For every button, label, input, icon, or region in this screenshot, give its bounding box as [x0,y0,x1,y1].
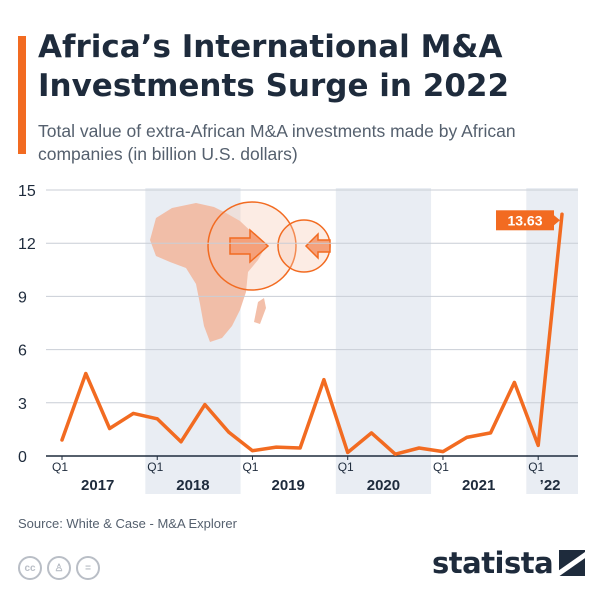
quarter-label: Q1 [52,460,68,474]
data-point [108,427,112,431]
inbound-arrow-icon [304,232,331,260]
data-point [298,446,302,450]
quarter-label: Q1 [528,460,544,474]
license-icons: cc ♙ = [18,556,100,580]
madagascar-icon [254,298,266,324]
data-point [84,372,88,376]
y-tick-label: 12 [18,236,36,253]
data-point [441,450,445,454]
nd-icon: = [76,556,100,580]
statista-logo: statista [432,546,586,580]
value-callout-pointer [554,215,560,226]
year-label: 2020 [367,477,400,494]
quarter-label: Q1 [433,460,449,474]
year-label: 2021 [462,477,495,494]
y-tick-label: 15 [18,183,36,200]
by-icon: ♙ [47,556,71,580]
chart-title: Africa’s International M&A Investments S… [38,29,510,104]
year-label: 2019 [272,477,305,494]
data-point [536,443,540,447]
y-tick-label: 3 [18,396,27,413]
y-tick-label: 0 [18,449,27,466]
data-point [512,380,516,384]
y-tick-label: 9 [18,289,27,306]
logo-mark-icon [559,550,586,576]
data-point [417,446,421,450]
year-label: ’22 [540,477,561,494]
data-point [560,212,564,216]
source-note: Source: White & Case - M&A Explorer [18,516,237,531]
data-point [155,417,159,421]
value-callout-box [496,210,554,231]
data-point [370,431,374,435]
data-point [274,445,278,449]
year-label: 2018 [176,477,209,494]
quarter-label: Q1 [242,460,258,474]
chart-subtitle: Total value of extra-African M&A investm… [38,121,516,164]
data-point [346,450,350,454]
data-point [322,378,326,382]
data-point [227,430,231,434]
data-point [393,452,397,456]
outbound-arrow-icon [229,228,270,264]
africa-map-illustration [150,201,331,342]
value-callout-label: 13.63 [507,212,542,228]
quarter-label: Q1 [338,460,354,474]
data-point [131,411,135,415]
data-point [203,403,207,407]
year-label: 2017 [81,477,114,494]
data-point [489,431,493,435]
quarter-label: Q1 [147,460,163,474]
data-point [465,435,469,439]
y-tick-label: 6 [18,343,27,360]
data-point [179,440,183,444]
year-band [526,188,578,494]
data-point [250,449,254,453]
cc-icon: cc [18,556,42,580]
data-point [60,438,64,442]
logo-text: statista [432,546,554,580]
accent-bar [18,36,26,154]
series-line [60,212,564,456]
